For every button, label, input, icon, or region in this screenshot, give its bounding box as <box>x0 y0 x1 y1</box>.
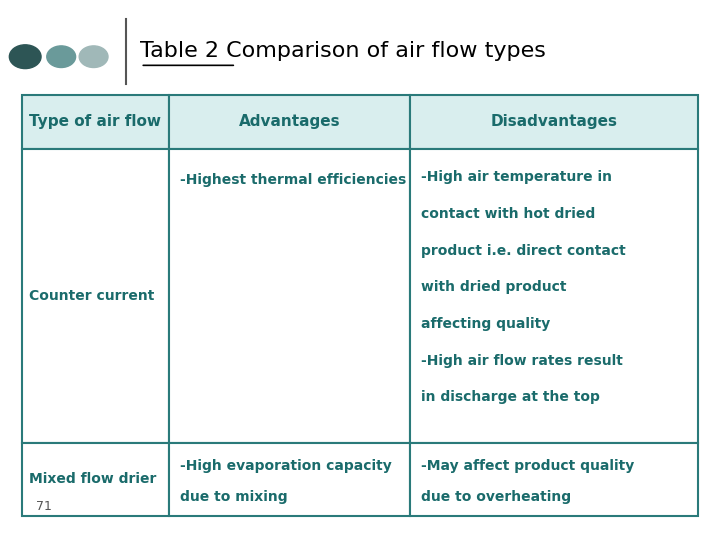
Bar <box>22 94 169 149</box>
Bar <box>410 148 698 443</box>
Circle shape <box>79 46 108 68</box>
Bar <box>410 94 698 149</box>
Text: -High evaporation capacity: -High evaporation capacity <box>180 459 392 473</box>
Bar <box>22 148 169 443</box>
Bar <box>169 443 410 516</box>
Text: in discharge at the top: in discharge at the top <box>421 390 600 404</box>
Text: Disadvantages: Disadvantages <box>491 114 618 129</box>
Text: contact with hot dried: contact with hot dried <box>421 207 595 221</box>
Text: due to overheating: due to overheating <box>421 490 572 504</box>
Bar <box>169 148 410 443</box>
Text: -High air flow rates result: -High air flow rates result <box>421 354 623 368</box>
Text: Type of air flow: Type of air flow <box>30 114 161 129</box>
Text: due to mixing: due to mixing <box>180 490 287 504</box>
Bar <box>22 443 169 516</box>
Circle shape <box>9 45 41 69</box>
Text: 71: 71 <box>36 500 52 513</box>
Text: Mixed flow drier: Mixed flow drier <box>29 472 156 486</box>
Bar <box>169 94 410 149</box>
Text: Table 2 Comparison of air flow types: Table 2 Comparison of air flow types <box>140 41 546 62</box>
Text: Counter current: Counter current <box>29 289 154 302</box>
Text: affecting quality: affecting quality <box>421 317 551 331</box>
Text: -High air temperature in: -High air temperature in <box>421 170 612 184</box>
Text: -May affect product quality: -May affect product quality <box>421 459 634 473</box>
Text: -Highest thermal efficiencies: -Highest thermal efficiencies <box>180 173 406 187</box>
Circle shape <box>47 46 76 68</box>
Text: Advantages: Advantages <box>239 114 341 129</box>
Text: with dried product: with dried product <box>421 280 567 294</box>
Text: product i.e. direct contact: product i.e. direct contact <box>421 244 626 258</box>
Bar <box>410 443 698 516</box>
